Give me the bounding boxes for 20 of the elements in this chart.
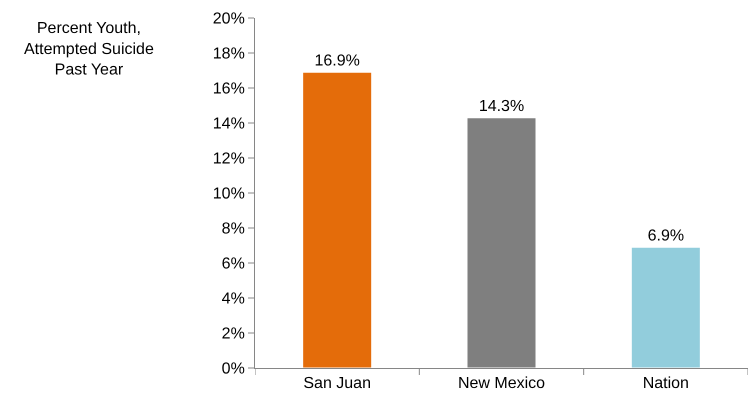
y-tick-label: 4%: [222, 290, 245, 308]
bar: [302, 72, 372, 368]
data-label: 6.9%: [648, 227, 684, 244]
y-tick-label: 0%: [222, 360, 245, 378]
bar: [630, 246, 701, 368]
y-tick-label: 12%: [212, 150, 245, 168]
y-tick-label: 20%: [212, 10, 245, 28]
y-tick-label: 8%: [222, 220, 245, 238]
y-tick-label: 6%: [222, 256, 245, 273]
y-axis-title: Percent Youth, Attempted Suicide Past Year: [24, 20, 154, 79]
x-tick-label: Nation: [642, 375, 689, 392]
y-tick-label: 16%: [212, 80, 245, 98]
x-tick-label: New Mexico: [458, 375, 546, 392]
y-tick-label: 18%: [212, 46, 245, 63]
data-label: 14.3%: [478, 98, 524, 115]
data-label: 16.9%: [314, 52, 360, 70]
x-tick-label: San Juan: [303, 375, 371, 392]
y-tick-label: 14%: [212, 116, 245, 133]
y-tick-label: 10%: [212, 186, 245, 203]
y-tick-label: 2%: [222, 326, 245, 343]
